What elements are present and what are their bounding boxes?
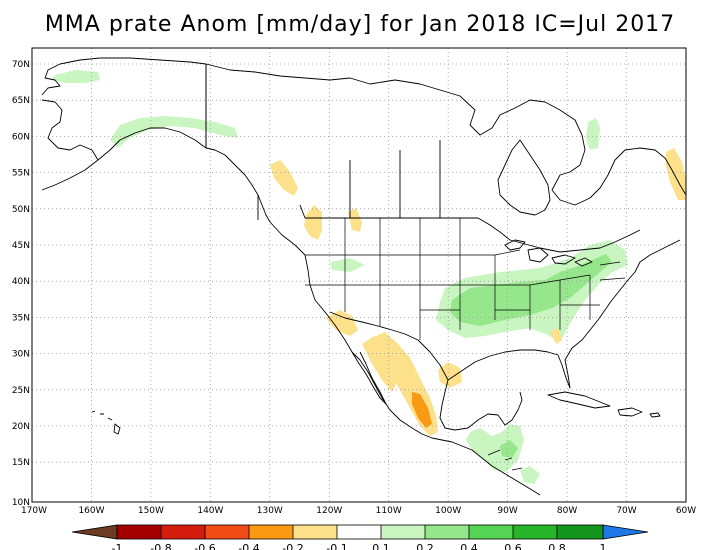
lat-label: 10N bbox=[12, 498, 30, 508]
colorbar-segment bbox=[557, 525, 603, 539]
colorbar-segment bbox=[293, 525, 337, 539]
lat-label: 20N bbox=[12, 422, 30, 432]
colorbar-segment bbox=[513, 525, 557, 539]
lat-label: 15N bbox=[12, 458, 30, 468]
lon-label: 150W bbox=[138, 506, 164, 516]
lon-label: 90W bbox=[497, 506, 517, 516]
map-frame bbox=[31, 47, 687, 503]
colorbar-segment bbox=[425, 525, 469, 539]
province-borders bbox=[205, 64, 441, 220]
colorbar-segment bbox=[249, 525, 293, 539]
baja-peninsula bbox=[351, 351, 387, 405]
coastlines bbox=[41, 57, 686, 496]
latitude-labels: 70N 65N 60N 55N 50N 45N 40N 35N 30N 25N … bbox=[12, 60, 30, 508]
lon-label: 140W bbox=[197, 506, 223, 516]
wet-anomaly-nicaragua bbox=[520, 466, 540, 484]
lat-label: 55N bbox=[12, 169, 30, 179]
longitude-labels: 170W 160W 150W 140W 130W 120W 110W 100W … bbox=[21, 506, 696, 516]
lat-label: 50N bbox=[12, 205, 30, 215]
dry-anomaly-westmx-core bbox=[412, 392, 432, 428]
dry-anomaly-gulf bbox=[438, 362, 462, 388]
us-mexico-border bbox=[329, 311, 449, 381]
lat-label: 25N bbox=[12, 386, 30, 396]
wet-anomaly-caribbean bbox=[500, 440, 518, 458]
colorbar-label: 0.2 bbox=[416, 542, 434, 550]
colorbar-cap-low bbox=[72, 525, 117, 539]
lat-label: 40N bbox=[12, 277, 30, 287]
colorbar-segment bbox=[469, 525, 513, 539]
dry-anomaly-labrador bbox=[666, 148, 686, 200]
colorbar-label: 0.8 bbox=[548, 542, 566, 550]
state-borders bbox=[305, 217, 626, 340]
lat-label: 65N bbox=[12, 96, 30, 106]
lon-label: 70W bbox=[616, 506, 636, 516]
map-title: MMA prate Anom [mm/day] for Jan 2018 IC=… bbox=[44, 12, 676, 37]
alaska-coast bbox=[41, 57, 271, 223]
lon-label: 100W bbox=[435, 506, 461, 516]
colorbar-label: -0.2 bbox=[282, 542, 303, 550]
dry-anomaly-nwmx bbox=[326, 310, 358, 336]
colorbar-cap-high bbox=[603, 525, 648, 539]
mexico-gulf-coast bbox=[439, 379, 523, 431]
lat-label: 60N bbox=[12, 132, 30, 142]
canada-arctic-coast bbox=[205, 63, 686, 206]
dry-anomaly-pnw-coast bbox=[304, 205, 322, 240]
lat-lon-grid bbox=[32, 48, 686, 502]
colorbar-label: -0.4 bbox=[238, 542, 259, 550]
colorbar-label: 0.6 bbox=[504, 542, 522, 550]
colorbar-label: 1 bbox=[600, 542, 607, 550]
hudson-bay-coast bbox=[497, 139, 551, 216]
colorbar: -1 -0.8 -0.6 -0.4 -0.2 -0.1 0.1 0.2 0.4 … bbox=[71, 524, 649, 550]
colorbar-label: -0.6 bbox=[194, 542, 215, 550]
colorbar-label: 0.4 bbox=[460, 542, 478, 550]
us-canada-border bbox=[305, 217, 641, 253]
dry-anomaly-baja bbox=[362, 336, 398, 392]
anomaly-shading bbox=[52, 70, 686, 484]
dry-anomaly-se bbox=[550, 328, 562, 344]
colorbar-segment bbox=[337, 525, 381, 539]
colorbar-label: -1 bbox=[112, 542, 123, 550]
hawaii bbox=[91, 410, 121, 435]
wet-anomaly-east-us-core bbox=[450, 254, 612, 326]
central-america-borders bbox=[487, 449, 523, 471]
lat-label: 70N bbox=[12, 60, 30, 70]
wet-anomaly-central-america bbox=[466, 424, 524, 472]
colorbar-label: 0.1 bbox=[372, 542, 390, 550]
dry-anomaly-idaho bbox=[348, 208, 362, 232]
lon-label: 120W bbox=[316, 506, 342, 516]
lon-label: 60W bbox=[676, 506, 696, 516]
lon-label: 130W bbox=[257, 506, 283, 516]
wet-anomaly-plains bbox=[330, 258, 365, 272]
dry-anomaly-bc-coast bbox=[270, 160, 298, 196]
colorbar-segment bbox=[117, 525, 161, 539]
lat-label: 30N bbox=[12, 350, 30, 360]
puerto-rico bbox=[649, 412, 661, 418]
lon-label: 170W bbox=[21, 506, 47, 516]
colorbar-segment bbox=[205, 525, 249, 539]
gulf-coast bbox=[447, 239, 681, 389]
wet-anomaly-alaska-north bbox=[52, 70, 100, 83]
hispaniola bbox=[617, 407, 643, 417]
lat-label: 45N bbox=[12, 241, 30, 251]
colorbar-label: -0.8 bbox=[150, 542, 171, 550]
alaska-west-coast bbox=[41, 99, 99, 161]
cuba bbox=[547, 391, 611, 409]
lon-label: 80W bbox=[557, 506, 577, 516]
colorbar-label: -0.1 bbox=[326, 542, 347, 550]
lon-label: 160W bbox=[78, 506, 104, 516]
wet-anomaly-alaska-south bbox=[110, 116, 238, 148]
lat-label: 35N bbox=[12, 313, 30, 323]
colorbar-segment bbox=[381, 525, 425, 539]
lon-label: 110W bbox=[376, 506, 402, 516]
great-lakes bbox=[504, 239, 593, 267]
wet-anomaly-hudson bbox=[586, 118, 600, 150]
colorbar-segment bbox=[161, 525, 205, 539]
